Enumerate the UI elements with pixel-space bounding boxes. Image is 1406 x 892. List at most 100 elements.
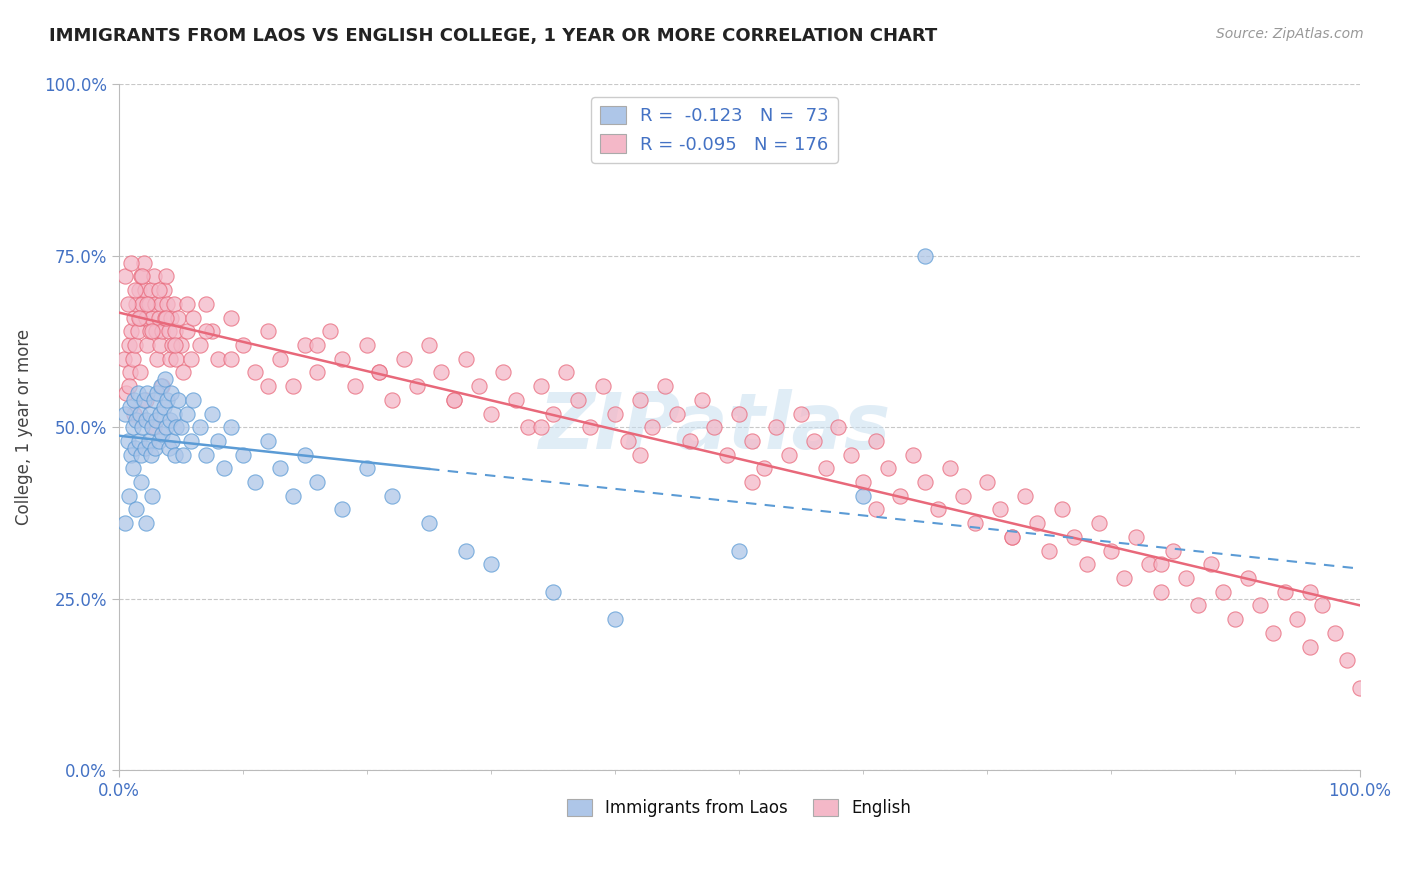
Point (201, 324, 224, 338)
Point (194, 297, 217, 311)
Point (381, 392, 404, 407)
Point (131, 269, 153, 284)
Point (136, 297, 159, 311)
Point (541, 407, 564, 421)
Point (142, 269, 165, 284)
Point (172, 448, 194, 462)
Point (121, 420, 143, 434)
Point (394, 351, 416, 366)
Point (183, 310, 205, 325)
Point (176, 324, 198, 338)
Point (114, 269, 136, 284)
Point (579, 420, 602, 434)
Point (530, 379, 553, 393)
Point (134, 441, 156, 455)
Point (1323, 626, 1346, 640)
Point (1299, 640, 1322, 654)
Point (616, 434, 638, 448)
Point (1150, 584, 1173, 599)
Point (138, 297, 160, 311)
Point (294, 448, 316, 462)
Point (245, 365, 267, 379)
Point (155, 310, 177, 325)
Point (245, 475, 267, 489)
Point (889, 489, 911, 503)
Point (852, 489, 875, 503)
Point (149, 407, 172, 421)
Point (118, 338, 141, 352)
Point (117, 434, 139, 448)
Point (356, 338, 378, 352)
Point (443, 392, 465, 407)
Point (180, 351, 202, 366)
Point (418, 516, 440, 531)
Point (194, 324, 217, 338)
Point (1261, 626, 1284, 640)
Point (479, 558, 502, 572)
Point (778, 448, 800, 462)
Point (1225, 612, 1247, 626)
Point (141, 420, 163, 434)
Point (690, 392, 713, 407)
Point (127, 386, 149, 401)
Point (135, 413, 157, 427)
Point (605, 612, 627, 626)
Point (716, 448, 738, 462)
Point (149, 338, 172, 352)
Point (201, 407, 224, 421)
Point (165, 351, 187, 366)
Point (741, 475, 763, 489)
Point (765, 420, 787, 434)
Point (914, 475, 936, 489)
Point (125, 297, 148, 311)
Point (1348, 681, 1371, 695)
Point (118, 489, 141, 503)
Point (1026, 516, 1049, 531)
Point (180, 434, 202, 448)
Point (827, 420, 849, 434)
Point (530, 420, 553, 434)
Point (170, 420, 193, 434)
Point (122, 310, 145, 325)
Point (1187, 599, 1209, 613)
Point (269, 461, 291, 475)
Point (1038, 543, 1060, 558)
Point (219, 310, 242, 325)
Point (256, 379, 278, 393)
Point (839, 448, 862, 462)
Point (256, 434, 278, 448)
Point (1001, 530, 1024, 544)
Point (163, 448, 186, 462)
Point (1125, 530, 1147, 544)
Point (162, 297, 184, 311)
Point (307, 338, 329, 352)
Point (517, 420, 540, 434)
Point (281, 379, 304, 393)
Point (207, 434, 229, 448)
Point (430, 365, 453, 379)
Point (418, 338, 440, 352)
Point (901, 448, 924, 462)
Point (162, 407, 184, 421)
Point (141, 310, 163, 325)
Point (1199, 558, 1222, 572)
Point (125, 413, 148, 427)
Point (141, 489, 163, 503)
Point (141, 324, 163, 338)
Point (307, 475, 329, 489)
Point (914, 249, 936, 263)
Point (117, 297, 139, 311)
Point (405, 379, 427, 393)
Point (1163, 543, 1185, 558)
Point (136, 338, 159, 352)
Point (142, 420, 165, 434)
Point (381, 489, 404, 503)
Point (120, 448, 142, 462)
Point (330, 351, 353, 366)
Point (479, 407, 502, 421)
Point (1001, 530, 1024, 544)
Point (666, 407, 689, 421)
Point (207, 351, 229, 366)
Point (927, 502, 949, 516)
Text: IMMIGRANTS FROM LAOS VS ENGLISH COLLEGE, 1 YEAR OR MORE CORRELATION CHART: IMMIGRANTS FROM LAOS VS ENGLISH COLLEGE,… (49, 27, 938, 45)
